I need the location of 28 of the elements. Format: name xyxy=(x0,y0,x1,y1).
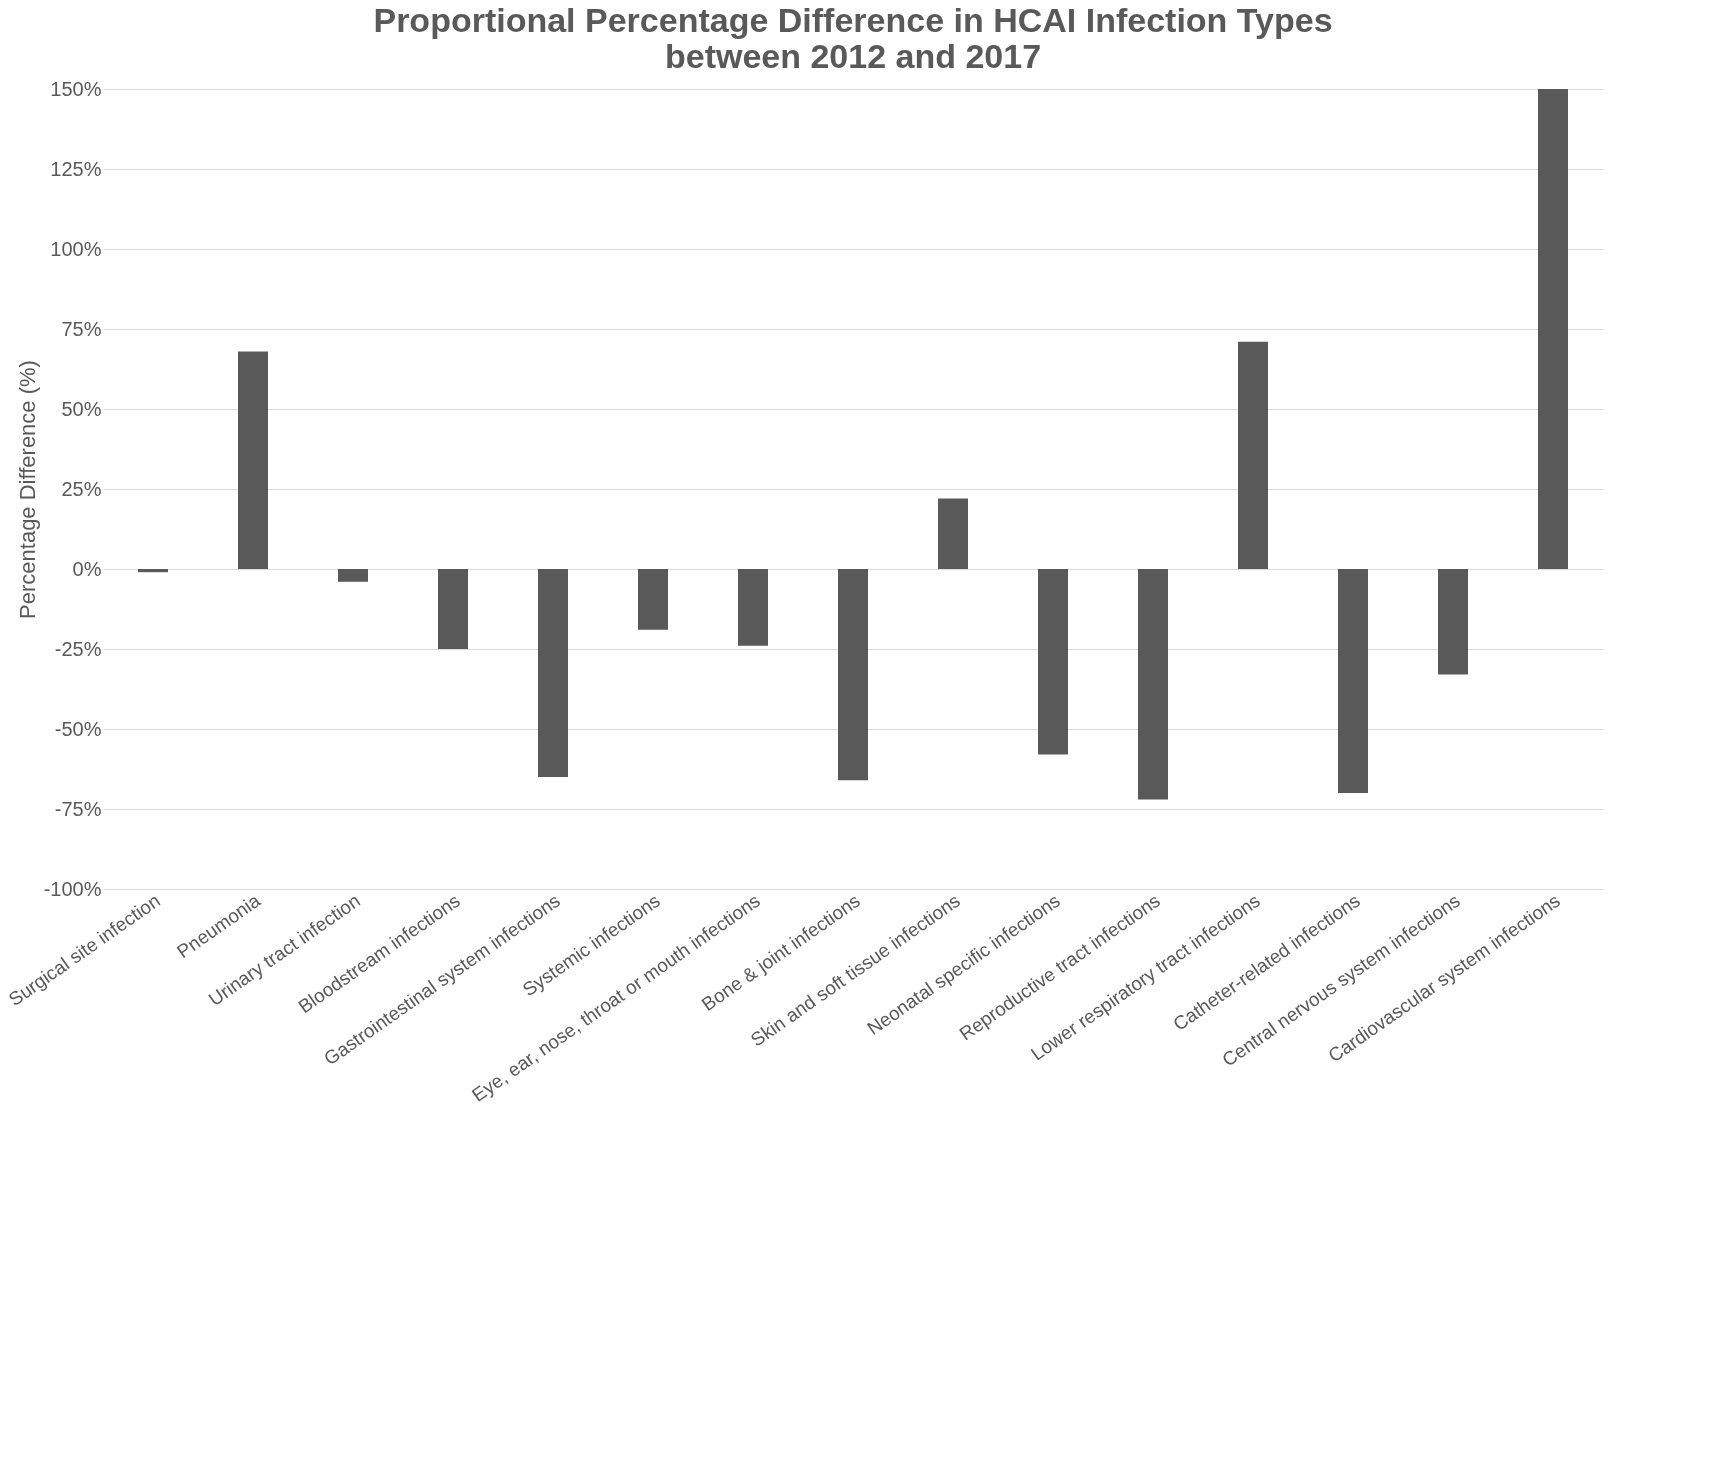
y-tick-label: -75% xyxy=(54,797,102,820)
bar xyxy=(1138,569,1168,800)
bar xyxy=(338,569,368,582)
y-tick-label: 0% xyxy=(72,557,102,580)
y-tick-label: 50% xyxy=(61,397,102,420)
bar xyxy=(638,569,668,630)
y-tick-label: -25% xyxy=(54,637,102,660)
bar xyxy=(1338,569,1368,793)
bar xyxy=(138,569,168,573)
y-tick-label: 25% xyxy=(61,477,102,500)
bar xyxy=(1038,569,1068,755)
y-tick-label: 125% xyxy=(50,157,102,180)
y-tick-label: 75% xyxy=(61,317,102,340)
bar xyxy=(1238,341,1268,569)
y-tick-label: -50% xyxy=(54,717,102,740)
bar xyxy=(1538,89,1568,569)
y-tick-label: 150% xyxy=(50,77,102,100)
bar xyxy=(838,569,868,781)
bar xyxy=(538,569,568,777)
bar xyxy=(438,569,468,649)
bar xyxy=(238,351,268,569)
bar xyxy=(738,569,768,646)
y-tick-label: -100% xyxy=(43,877,102,900)
bar xyxy=(938,498,968,569)
y-tick-label: 100% xyxy=(50,237,102,260)
y-axis-title: Percentage Difference (%) xyxy=(14,360,40,619)
text: Proportional Percentage Difference in HCAI Infection Types xyxy=(373,1,1333,39)
bar xyxy=(1438,569,1468,675)
